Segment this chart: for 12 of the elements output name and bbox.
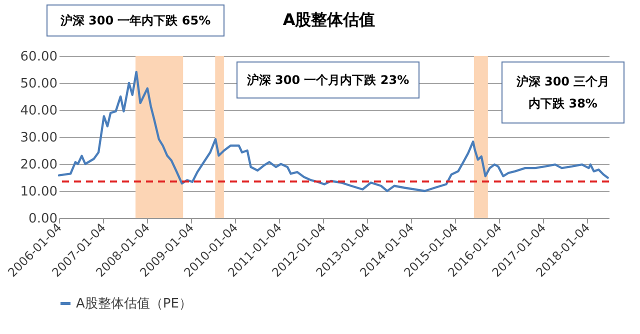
y-tick-label: 20.00 — [20, 158, 58, 172]
chart-title: A股整体估值 — [282, 10, 376, 29]
y-tick-label: 10.00 — [20, 184, 58, 200]
y-tick-label: 60.00 — [20, 50, 58, 64]
legend-label: A股整体估值（PE） — [76, 296, 192, 312]
text: 沪深 300 一年内下跌 65% — [59, 14, 211, 28]
y-tick-label: 50.00 — [20, 76, 58, 92]
annotation: 沪深 300 三个月内下跌 38% — [515, 74, 610, 110]
y-tick-label: 30.00 — [20, 130, 58, 146]
annotation: 沪深 300 一个月内下跌 23% — [246, 73, 410, 87]
line-series — [58, 70, 609, 192]
y-tick-label: 40.00 — [20, 104, 58, 118]
